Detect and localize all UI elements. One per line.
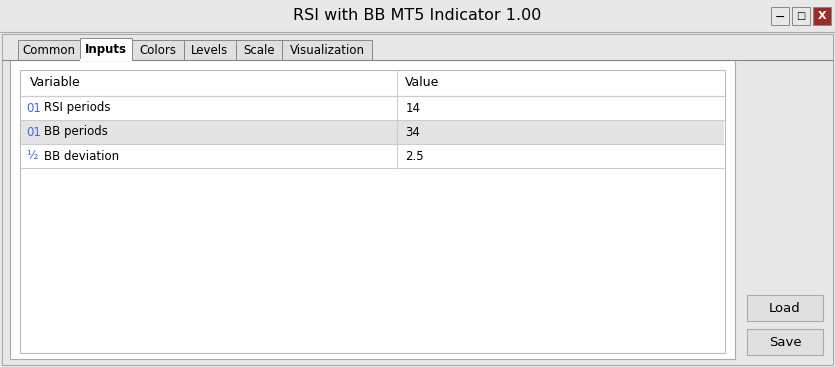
Text: Visualization: Visualization <box>290 44 365 57</box>
Bar <box>21 144 724 168</box>
Text: ½: ½ <box>26 149 38 163</box>
Bar <box>21 96 724 120</box>
Text: −: − <box>775 11 785 23</box>
Bar <box>792 7 810 25</box>
Text: Scale: Scale <box>243 44 275 57</box>
Bar <box>18 40 80 60</box>
Bar <box>771 7 789 25</box>
Text: BB deviation: BB deviation <box>44 149 119 163</box>
Bar <box>236 40 282 60</box>
Bar <box>184 40 236 60</box>
Bar <box>10 60 735 359</box>
Text: RSI periods: RSI periods <box>44 102 110 115</box>
Text: 01: 01 <box>26 102 41 115</box>
Text: Load: Load <box>769 302 801 315</box>
Text: X: X <box>817 11 827 21</box>
Text: 34: 34 <box>405 126 420 138</box>
Bar <box>20 70 725 353</box>
Text: 14: 14 <box>405 102 420 115</box>
Text: Levels: Levels <box>191 44 229 57</box>
Bar <box>80 38 132 60</box>
Bar <box>21 120 724 144</box>
Text: Common: Common <box>23 44 75 57</box>
Bar <box>813 7 831 25</box>
Text: 01: 01 <box>26 126 41 138</box>
Text: □: □ <box>797 11 806 21</box>
Text: Inputs: Inputs <box>85 43 127 55</box>
Bar <box>132 40 184 60</box>
Bar <box>0 0 835 32</box>
Bar <box>282 40 372 60</box>
Text: Colors: Colors <box>139 44 176 57</box>
Text: Variable: Variable <box>30 76 81 90</box>
Text: BB periods: BB periods <box>44 126 108 138</box>
Text: Save: Save <box>769 335 802 349</box>
Text: RSI with BB MT5 Indicator 1.00: RSI with BB MT5 Indicator 1.00 <box>293 8 542 23</box>
Bar <box>747 329 823 355</box>
Text: Value: Value <box>405 76 439 90</box>
Bar <box>747 295 823 321</box>
Text: 2.5: 2.5 <box>405 149 424 163</box>
